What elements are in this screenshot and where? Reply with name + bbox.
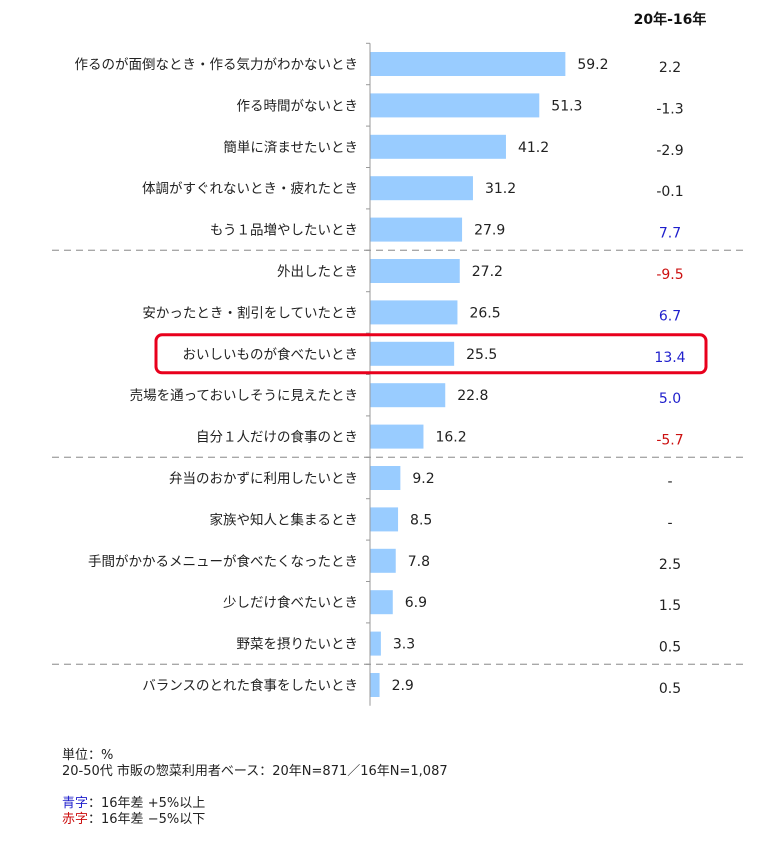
legend-red-desc: ：16年差 −5%以下 xyxy=(88,812,206,827)
value-label: 41.2 xyxy=(518,140,549,156)
bar xyxy=(370,176,473,201)
category-label: 弁当のおかずに利用したいとき xyxy=(169,471,358,487)
bar xyxy=(370,300,458,325)
chart-row: 売場を通っておいしそうに見えたとき 22.8 5.0 xyxy=(130,374,681,408)
value-label: 7.8 xyxy=(408,554,430,570)
category-label: おいしいものが食べたいとき xyxy=(183,346,359,363)
value-label: 2.9 xyxy=(392,678,414,694)
chart-row: もう１品増やしたいとき 27.9 7.7 xyxy=(210,208,681,242)
value-label: 26.5 xyxy=(469,305,500,321)
bar xyxy=(370,424,424,449)
highlight-box xyxy=(154,333,708,375)
chart-row: 体調がすぐれないとき・疲れたとき 31.2 -0.1 xyxy=(142,167,684,201)
value-label: 27.2 xyxy=(472,264,503,280)
diff-column-header: 20年-16年 xyxy=(634,11,707,28)
category-label: 少しだけ食べたいとき xyxy=(223,594,358,611)
bar xyxy=(370,673,380,697)
category-label: 作る時間がないとき xyxy=(237,98,359,114)
value-label: 16.2 xyxy=(435,430,466,446)
bar xyxy=(370,548,396,573)
category-label: 野菜を摂りたいとき xyxy=(237,637,359,653)
bar xyxy=(370,631,381,656)
chart-row: 野菜を摂りたいとき 3.3 0.5 xyxy=(237,622,681,656)
bar-chart: 20年-16年 作るのが面倒なとき・作る気力がわかないとき 59.2 2.2 作る時間… xyxy=(52,11,748,706)
bar xyxy=(370,93,540,118)
diff-label: 2.2 xyxy=(659,60,681,76)
chart-row: 簡単に済ませたいとき 41.2 -2.9 xyxy=(223,125,684,159)
bar xyxy=(370,217,463,242)
bar xyxy=(370,383,446,408)
chart-row: おいしいものが食べたいとき 25.5 13.4 xyxy=(183,332,686,366)
category-label: もう１品増やしたいとき xyxy=(210,223,358,239)
diff-label: -2.9 xyxy=(656,143,683,159)
category-label: 作るのが面倒なとき・作る気力がわかないとき xyxy=(75,57,359,73)
category-label: バランスのとれた食事をしたいとき xyxy=(142,677,358,694)
chart-row: 作る時間がないとき 51.3 -1.3 xyxy=(237,84,684,118)
unit-note: 単位：% xyxy=(62,748,114,763)
chart-row: 作るのが面倒なとき・作る気力がわかないとき 59.2 2.2 xyxy=(75,42,681,76)
category-label: 家族や知人と集まるとき xyxy=(210,511,359,528)
diff-label: -1.3 xyxy=(656,101,683,117)
category-label: 外出したとき xyxy=(277,264,358,280)
legend-blue: 青字：16年差 +5%以上 xyxy=(62,796,205,812)
bar xyxy=(370,590,393,615)
category-label: 安かったとき・割引をしていたとき xyxy=(142,304,358,321)
value-label: 25.5 xyxy=(466,347,497,363)
category-label: 簡単に済ませたいとき xyxy=(223,140,358,156)
legend-red: 赤字：16年差 −5%以下 xyxy=(62,812,205,828)
chart-row: 外出したとき 27.2 -9.5 xyxy=(277,249,684,283)
diff-label: -0.1 xyxy=(656,184,683,200)
diff-label: -9.5 xyxy=(656,267,683,283)
value-label: 27.9 xyxy=(474,223,505,239)
chart-row: 弁当のおかずに利用したいとき 9.2 - xyxy=(169,456,673,490)
base-note: 20-50代 市販の惣菜利用者ベース：20年N=871／16年N=1,087 xyxy=(62,764,448,779)
value-label: 3.3 xyxy=(393,637,415,653)
diff-label: 5.0 xyxy=(659,391,681,407)
chart-row: 少しだけ食べたいとき 6.9 1.5 xyxy=(223,581,681,615)
value-label: 22.8 xyxy=(457,388,488,404)
chart-row: 家族や知人と集まるとき 8.5 - xyxy=(210,498,673,532)
diff-label: - xyxy=(667,515,672,531)
diff-label: 6.7 xyxy=(659,308,681,324)
category-label: 売場を通っておいしそうに見えたとき xyxy=(130,388,358,404)
category-label: 体調がすぐれないとき・疲れたとき xyxy=(142,180,358,197)
bar xyxy=(370,52,566,76)
group-separators xyxy=(52,249,748,665)
chart-row: 安かったとき・割引をしていたとき 26.5 6.7 xyxy=(142,291,681,325)
bar xyxy=(370,466,401,490)
legend-red-key: 赤字 xyxy=(62,812,89,827)
diff-label: 1.5 xyxy=(659,598,681,614)
diff-label: - xyxy=(667,474,672,490)
category-label: 自分１人だけの食事のとき xyxy=(196,429,358,446)
value-label: 59.2 xyxy=(577,57,608,73)
chart-row: バランスのとれた食事をしたいとき 2.9 0.5 xyxy=(142,663,681,697)
diff-label: 13.4 xyxy=(654,350,685,366)
value-label: 8.5 xyxy=(410,512,432,528)
bar xyxy=(370,134,506,159)
value-label: 6.9 xyxy=(405,595,427,611)
value-label: 31.2 xyxy=(485,181,516,197)
diff-label: 0.5 xyxy=(659,681,681,697)
diff-label: 7.7 xyxy=(659,226,681,242)
chart-row: 自分１人だけの食事のとき 16.2 -5.7 xyxy=(196,415,684,449)
legend-blue-desc: ：16年差 +5%以上 xyxy=(88,796,206,811)
value-label: 51.3 xyxy=(551,98,582,114)
bar xyxy=(370,507,399,532)
category-label: 手間がかかるメニューが食べたくなったとき xyxy=(88,553,358,570)
bar xyxy=(370,341,455,366)
legend-blue-key: 青字 xyxy=(62,796,89,811)
chart-rows: 作るのが面倒なとき・作る気力がわかないとき 59.2 2.2 作る時間がないとき 51.… xyxy=(75,42,686,706)
chart-row: 手間がかかるメニューが食べたくなったとき 7.8 2.5 xyxy=(88,539,681,573)
bar xyxy=(370,259,460,283)
diff-label: 2.5 xyxy=(659,557,681,573)
value-label: 9.2 xyxy=(412,471,434,487)
diff-label: -5.7 xyxy=(656,433,683,449)
diff-label: 0.5 xyxy=(659,640,681,656)
